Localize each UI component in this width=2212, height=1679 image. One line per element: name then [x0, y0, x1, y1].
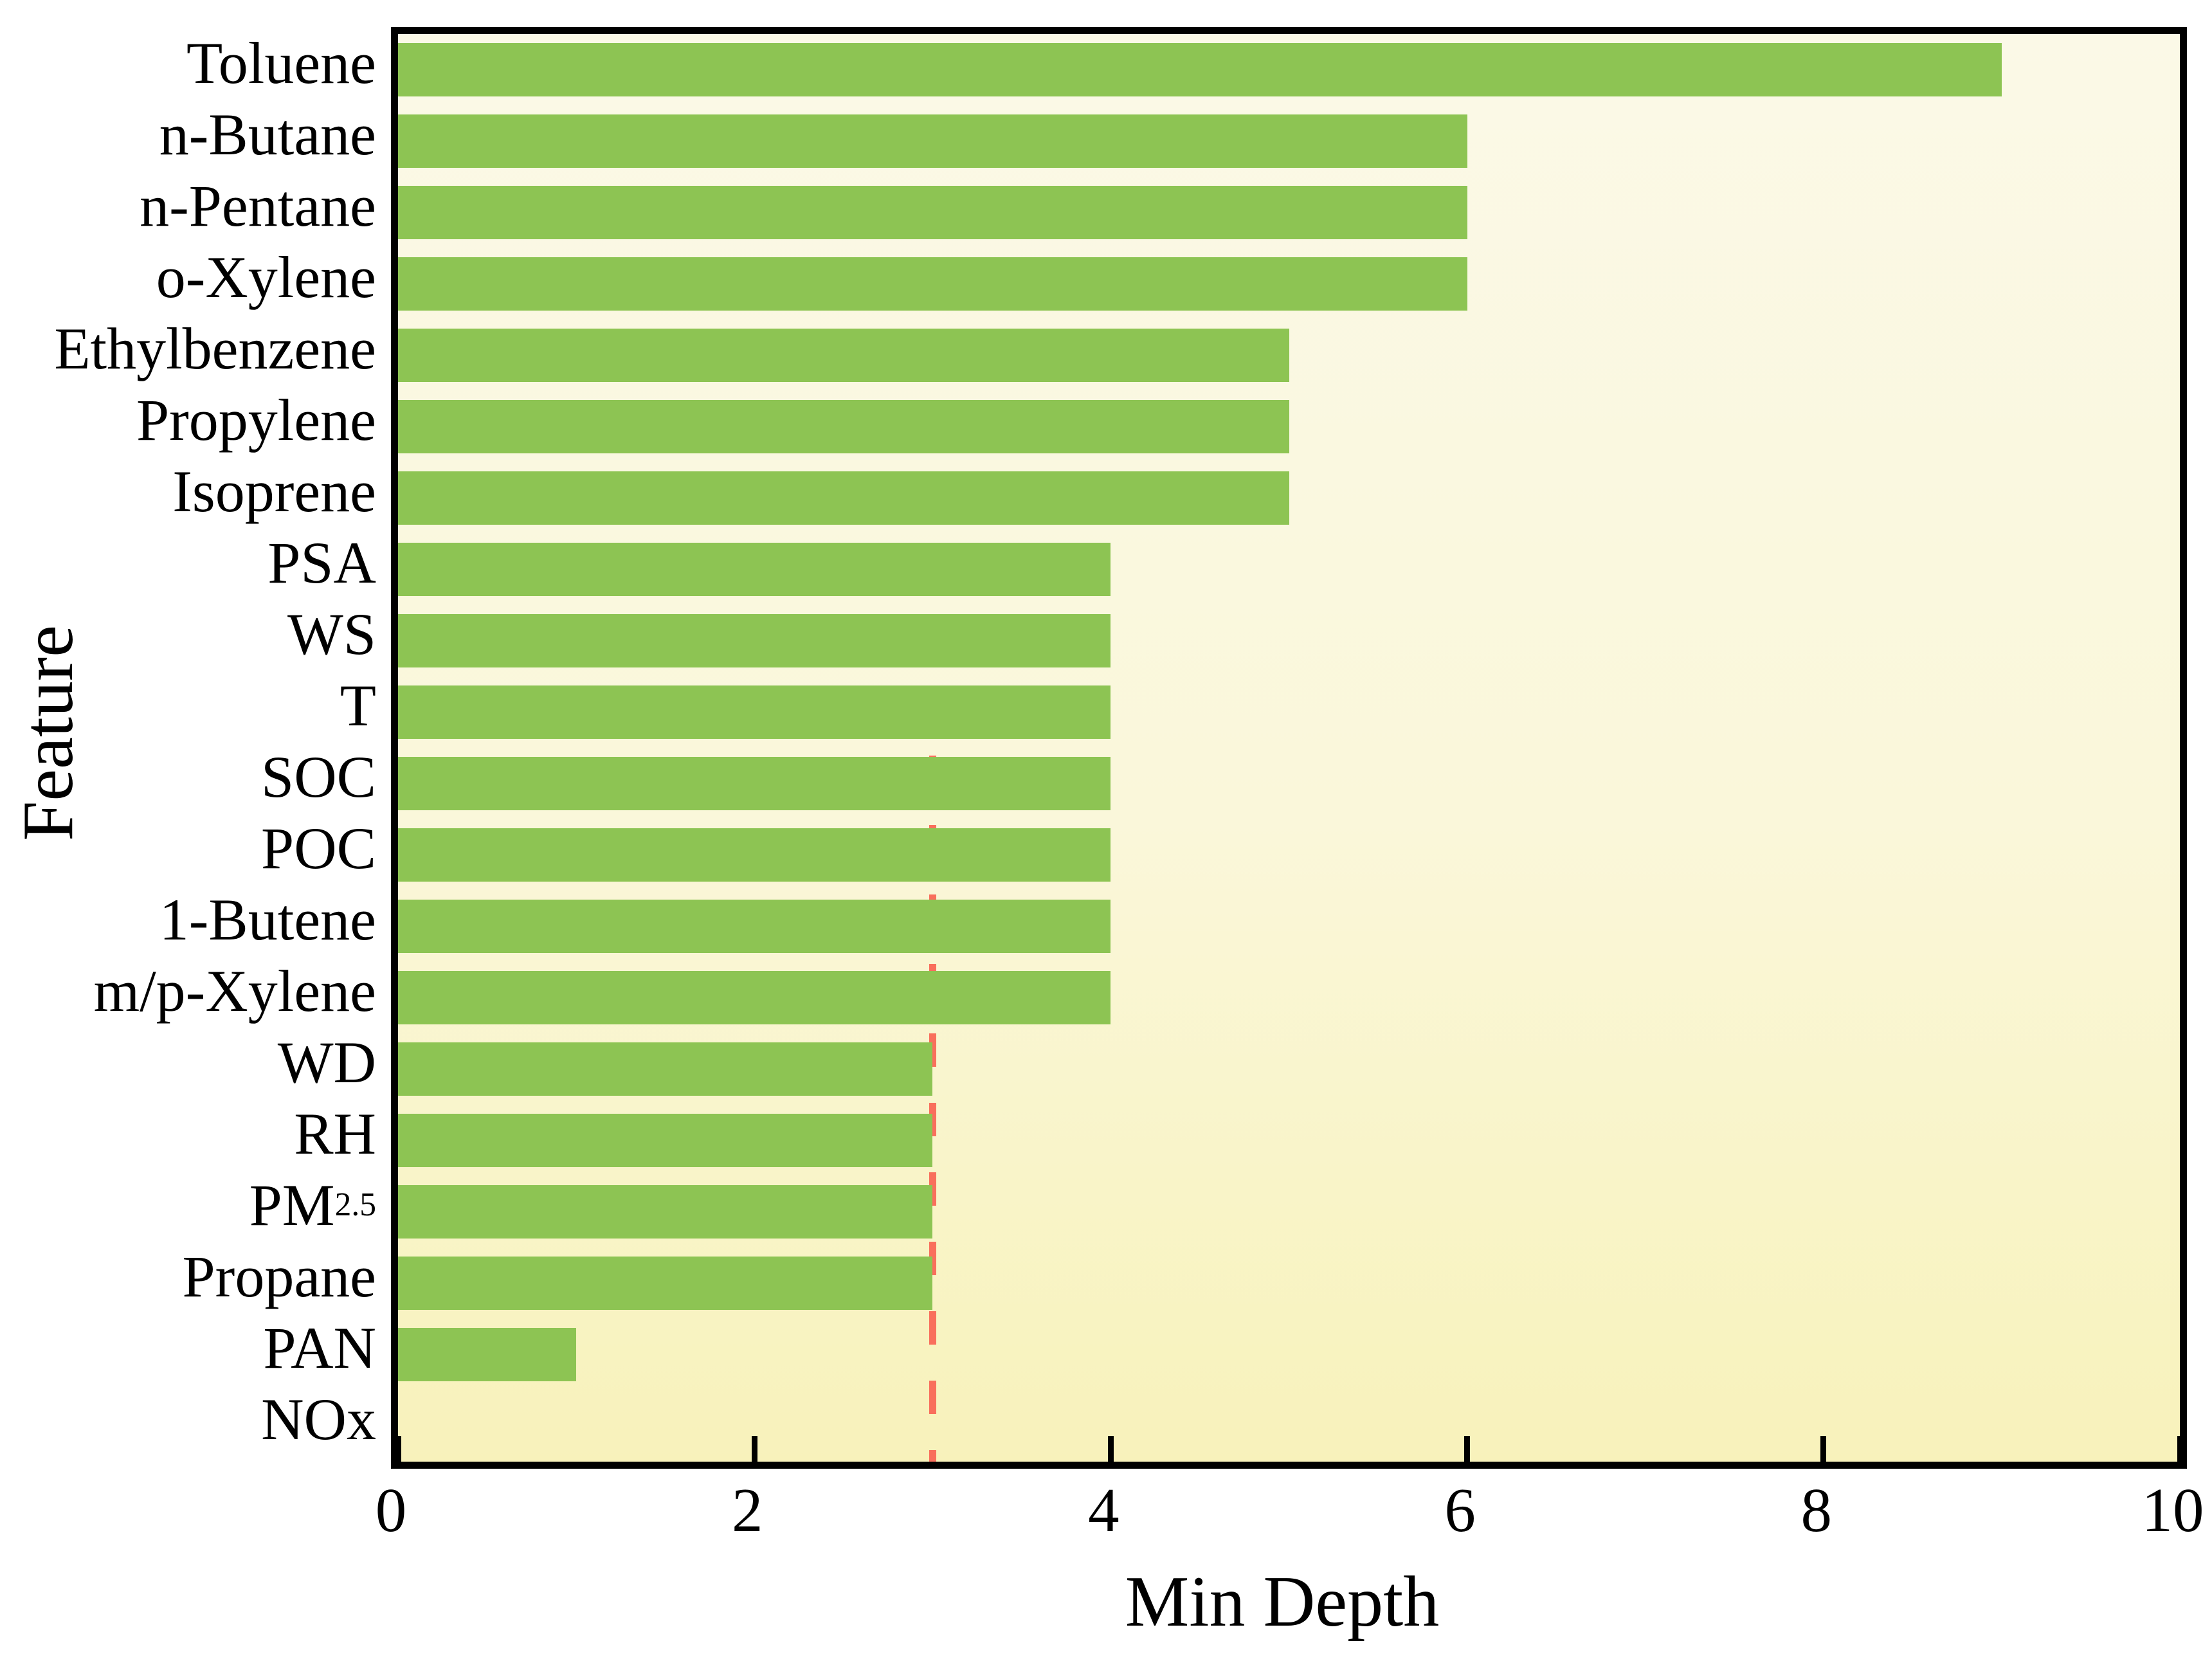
category-label-propylene: Propylene	[136, 386, 376, 453]
bar-o-xylene	[398, 257, 1467, 311]
bar-psa	[398, 543, 1111, 596]
category-label-pm: PM 2.5	[249, 1172, 376, 1238]
x-tick-label-4: 4	[1088, 1476, 1120, 1545]
bar-rh	[398, 1114, 933, 1167]
category-label-soc: SOC	[261, 743, 376, 810]
bar-n-pentane	[398, 186, 1467, 239]
category-label-ethylbenzene: Ethylbenzene	[54, 315, 376, 381]
bar-1-butene	[398, 900, 1111, 953]
x-tick-10	[2177, 1436, 2183, 1462]
reference-line-x3	[929, 34, 936, 1462]
category-label-poc: POC	[261, 815, 376, 881]
x-tick-label-6: 6	[1444, 1476, 1476, 1545]
category-label-isoprene: Isoprene	[172, 458, 376, 524]
x-tick-2	[751, 1436, 757, 1462]
category-label-toluene: Toluene	[186, 30, 376, 96]
x-tick-label-0: 0	[375, 1476, 407, 1545]
bar-propane	[398, 1257, 933, 1310]
bar-isoprene	[398, 471, 1289, 525]
bar-wd	[398, 1042, 933, 1096]
bar-n-butane	[398, 114, 1467, 168]
bar-toluene	[398, 43, 2002, 96]
category-label-m-p-xylene: m/p-Xylene	[93, 957, 376, 1024]
category-label-n-butane: n-Butane	[159, 101, 376, 167]
category-label-wd: WD	[277, 1029, 376, 1095]
category-label-t: T	[340, 672, 376, 738]
x-tick-label-8: 8	[1800, 1476, 1833, 1545]
bar-propylene	[398, 400, 1289, 453]
category-label-propane: Propane	[182, 1243, 376, 1309]
bar-t	[398, 685, 1111, 739]
category-label-nox: NOx	[261, 1386, 376, 1452]
bar-pan	[398, 1328, 577, 1381]
bar-m-p-xylene	[398, 971, 1111, 1024]
bar-poc	[398, 828, 1111, 882]
x-axis-title: Min Depth	[1125, 1562, 1440, 1642]
plot-area	[391, 27, 2187, 1469]
x-tick-8	[1820, 1436, 1827, 1462]
x-tick-6	[1464, 1436, 1471, 1462]
category-label-1-butene: 1-Butene	[159, 886, 376, 952]
category-label-o-xylene: o-Xylene	[156, 244, 376, 310]
category-label-ws: WS	[287, 601, 376, 667]
category-label-psa: PSA	[267, 529, 376, 595]
x-tick-0	[395, 1436, 401, 1462]
x-tick-label-2: 2	[731, 1476, 763, 1545]
bar-ethylbenzene	[398, 329, 1289, 382]
bar-pm	[398, 1185, 933, 1239]
x-tick-label-10: 10	[2141, 1476, 2204, 1545]
category-label-rh: RH	[294, 1100, 376, 1166]
x-tick-4	[1107, 1436, 1114, 1462]
category-label-n-pentane: n-Pentane	[140, 172, 376, 239]
bar-soc	[398, 757, 1111, 810]
category-label-pan: PAN	[263, 1314, 376, 1381]
bar-ws	[398, 614, 1111, 667]
